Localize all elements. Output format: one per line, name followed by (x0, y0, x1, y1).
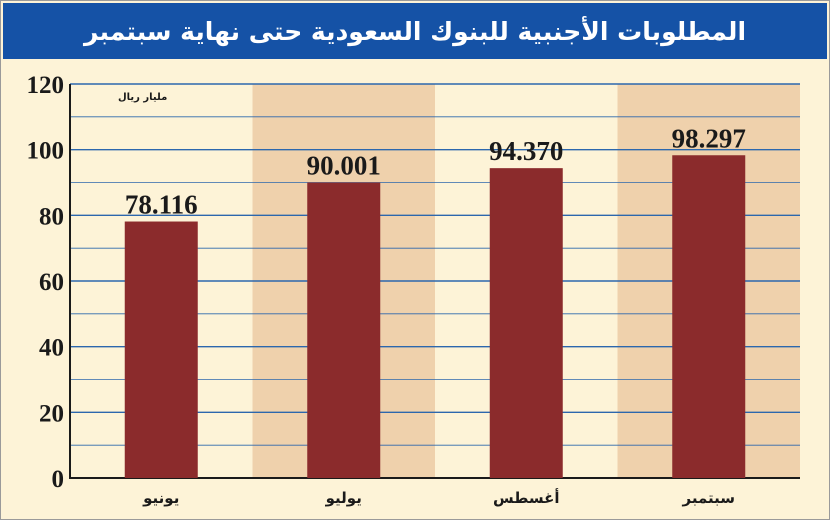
y-tick-label: 40 (39, 335, 64, 362)
x-category-label: يونيو (142, 489, 179, 507)
bar (124, 221, 198, 478)
x-category-label: أغسطس (493, 488, 559, 507)
bar-value-label: 94.370 (489, 136, 563, 166)
bar (307, 182, 381, 479)
bar (489, 168, 563, 478)
y-tick-label: 60 (39, 269, 64, 296)
bars (124, 155, 746, 479)
unit-label: مليار ريال (118, 92, 167, 103)
title-bar: المطلوبات الأجنبية للبنوك السعودية حتى ن… (3, 3, 827, 59)
labels: 0 20 40 60 80 100 120 78.116 يونيو 90.001 يوليو 94.… (27, 72, 746, 507)
x-category-label: يوليو (325, 489, 362, 507)
bar-value-label: 78.116 (125, 190, 198, 220)
x-category-label: سبتمبر (681, 489, 735, 507)
y-tick-label: 20 (39, 400, 64, 427)
y-tick-label: 120 (27, 72, 65, 99)
bar-value-label: 90.001 (307, 150, 381, 180)
bar-value-label: 98.297 (672, 123, 746, 153)
bar (672, 155, 746, 478)
y-tick-label: 80 (39, 203, 64, 230)
y-tick-label: 100 (27, 138, 65, 165)
y-tick-label: 0 (52, 466, 65, 493)
chart-title: المطلوبات الأجنبية للبنوك السعودية حتى ن… (83, 16, 747, 46)
